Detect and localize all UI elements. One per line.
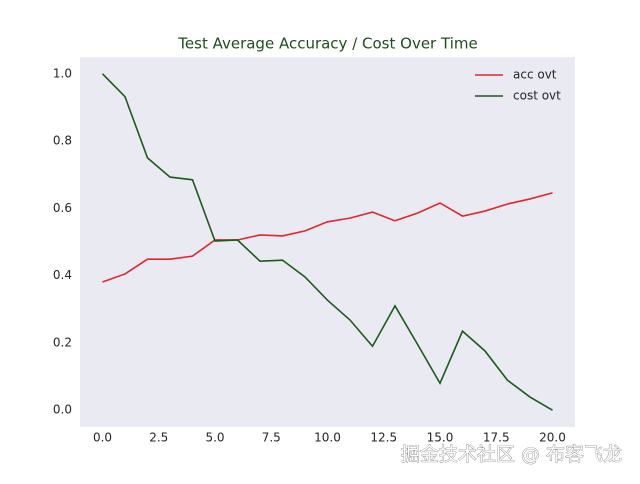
x-tick-label: 15.0 — [427, 431, 454, 445]
y-tick-label: 0.2 — [53, 335, 72, 349]
chart-title: Test Average Accuracy / Cost Over Time — [177, 35, 477, 53]
x-tick-label: 12.5 — [370, 431, 397, 445]
data-line — [102, 192, 553, 283]
y-tick-label: 0.8 — [53, 134, 72, 148]
x-tick-label: 0.0 — [93, 431, 112, 445]
data-line — [101, 73, 553, 411]
y-tick-label: 0.4 — [53, 268, 72, 282]
plot-background — [80, 57, 575, 427]
x-tick-label: 10.0 — [314, 431, 341, 445]
x-tick-label: 5.0 — [205, 431, 224, 445]
x-tick-label: 7.5 — [262, 431, 281, 445]
x-tick-label: 20.0 — [539, 431, 566, 445]
x-tick-label: 2.5 — [149, 431, 168, 445]
y-tick-label: 0.6 — [53, 201, 72, 215]
y-tick-label: 1.0 — [53, 66, 72, 80]
legend-label: cost ovt — [513, 89, 561, 103]
y-tick-label: 0.0 — [53, 403, 72, 417]
watermark: 掘金技术社区 @ 布客飞龙 — [401, 444, 622, 466]
legend-label: acc ovt — [513, 68, 557, 82]
x-tick-label: 17.5 — [483, 431, 510, 445]
